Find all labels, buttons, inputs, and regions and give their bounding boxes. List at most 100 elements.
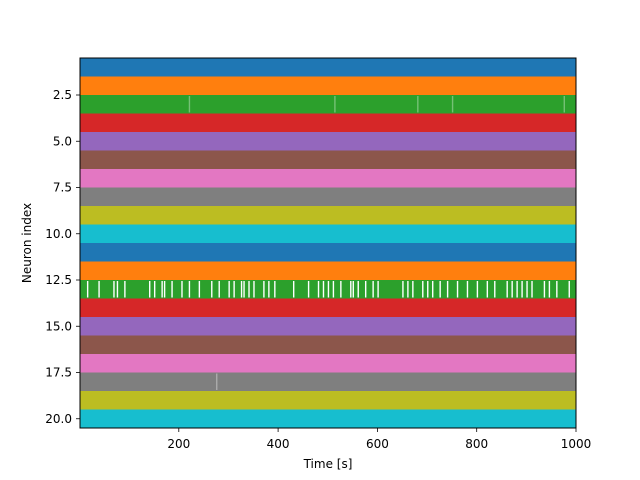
spike-gap — [263, 281, 265, 298]
spike-gap — [412, 281, 414, 298]
spike-gap — [511, 281, 513, 298]
spike-gap — [322, 281, 325, 298]
y-tick-label: 7.5 — [53, 181, 72, 195]
raster-row-12 — [80, 261, 576, 280]
spike-gap — [402, 281, 404, 298]
raster-row-3 — [80, 95, 576, 114]
x-tick-label: 800 — [465, 437, 488, 451]
raster-row-20 — [80, 409, 576, 428]
spike-gap — [274, 281, 276, 298]
spike-gap — [334, 96, 336, 113]
x-axis: 200 400 600 800 1000 — [167, 428, 591, 451]
spike-gap — [417, 96, 419, 113]
spike-gap — [377, 281, 379, 298]
spike-gap — [486, 281, 489, 298]
raster-row-19 — [80, 391, 576, 410]
spike-gap — [340, 281, 342, 298]
spike-gap — [149, 281, 151, 298]
spike-gap — [98, 281, 100, 298]
spike-gap — [456, 281, 459, 298]
spike-gap — [526, 281, 528, 298]
raster-row-14 — [80, 298, 576, 317]
spike-gap — [198, 281, 201, 298]
y-axis: 2.5 5.0 7.5 10.0 12.5 15.0 17.5 20.0 — [45, 88, 80, 426]
spike-gap — [422, 281, 424, 298]
spike-gap — [494, 281, 496, 298]
x-tick-label: 600 — [366, 437, 389, 451]
spike-gap — [548, 281, 551, 298]
y-axis-label: Neuron index — [20, 203, 34, 283]
spike-gap — [476, 281, 479, 298]
spike-gap — [521, 281, 523, 298]
spike-gap — [350, 281, 352, 298]
raster-row-15 — [80, 317, 576, 336]
spike-gap — [439, 281, 441, 298]
raster-row-18 — [80, 372, 576, 391]
raster-row-1 — [80, 58, 576, 77]
spike-gap — [364, 281, 367, 298]
spike-gap — [568, 281, 570, 298]
spike-gap — [407, 281, 409, 298]
spike-gap — [153, 281, 156, 298]
spike-gap — [556, 281, 558, 298]
spike-gap — [307, 281, 310, 298]
spike-gap — [332, 281, 335, 298]
spike-gap — [161, 281, 163, 298]
raster-row-10 — [80, 224, 576, 243]
spike-gap — [240, 281, 243, 298]
y-tick-label: 15.0 — [45, 319, 72, 333]
spike-gap — [181, 281, 183, 298]
spike-gap — [268, 281, 270, 298]
raster-row-2 — [80, 76, 576, 95]
spike-gap — [248, 281, 250, 298]
spike-gap — [531, 281, 533, 298]
y-tick-label: 17.5 — [45, 366, 72, 380]
spike-gap — [253, 281, 255, 298]
spike-gap — [357, 281, 359, 298]
y-tick-label: 10.0 — [45, 227, 72, 241]
spike-gap — [432, 281, 434, 298]
y-tick-label: 5.0 — [53, 134, 72, 148]
spike-gap — [218, 281, 220, 298]
x-tick-label: 400 — [267, 437, 290, 451]
spike-gap — [243, 281, 245, 298]
spike-gap — [292, 281, 295, 298]
spike-gap — [86, 281, 89, 298]
spike-gap — [372, 281, 374, 298]
spike-gap — [451, 96, 454, 113]
spike-gap — [352, 281, 354, 298]
spike-gap — [506, 281, 508, 298]
raster-row-6 — [80, 150, 576, 169]
spike-gap — [124, 281, 126, 298]
raster-row-4 — [80, 113, 576, 132]
spike-gap — [327, 281, 330, 298]
raster-row-5 — [80, 132, 576, 151]
spike-gap — [116, 281, 119, 298]
spike-gap — [188, 96, 191, 113]
spike-gap — [446, 281, 449, 298]
spike-gap — [427, 281, 429, 298]
spike-gap — [233, 281, 235, 298]
raster-row-7 — [80, 169, 576, 188]
spike-gap — [466, 281, 469, 298]
x-axis-label: Time [s] — [303, 457, 353, 471]
raster-row-17 — [80, 354, 576, 373]
spike-gap — [228, 281, 230, 298]
raster-row-11 — [80, 243, 576, 262]
spike-gap — [543, 281, 546, 298]
spike-gap — [563, 96, 565, 113]
spike-gap — [216, 373, 218, 390]
spike-gap — [113, 281, 115, 298]
y-tick-label: 12.5 — [45, 273, 72, 287]
raster-row-8 — [80, 187, 576, 206]
y-tick-label: 2.5 — [53, 88, 72, 102]
spike-gap — [317, 281, 320, 298]
plot-frame — [79, 57, 577, 429]
spike-gap — [188, 281, 191, 298]
raster-row-16 — [80, 335, 576, 354]
spike-gap — [163, 281, 166, 298]
raster-rows — [80, 58, 576, 428]
x-tick-label: 1000 — [561, 437, 592, 451]
spike-gap — [211, 281, 213, 298]
